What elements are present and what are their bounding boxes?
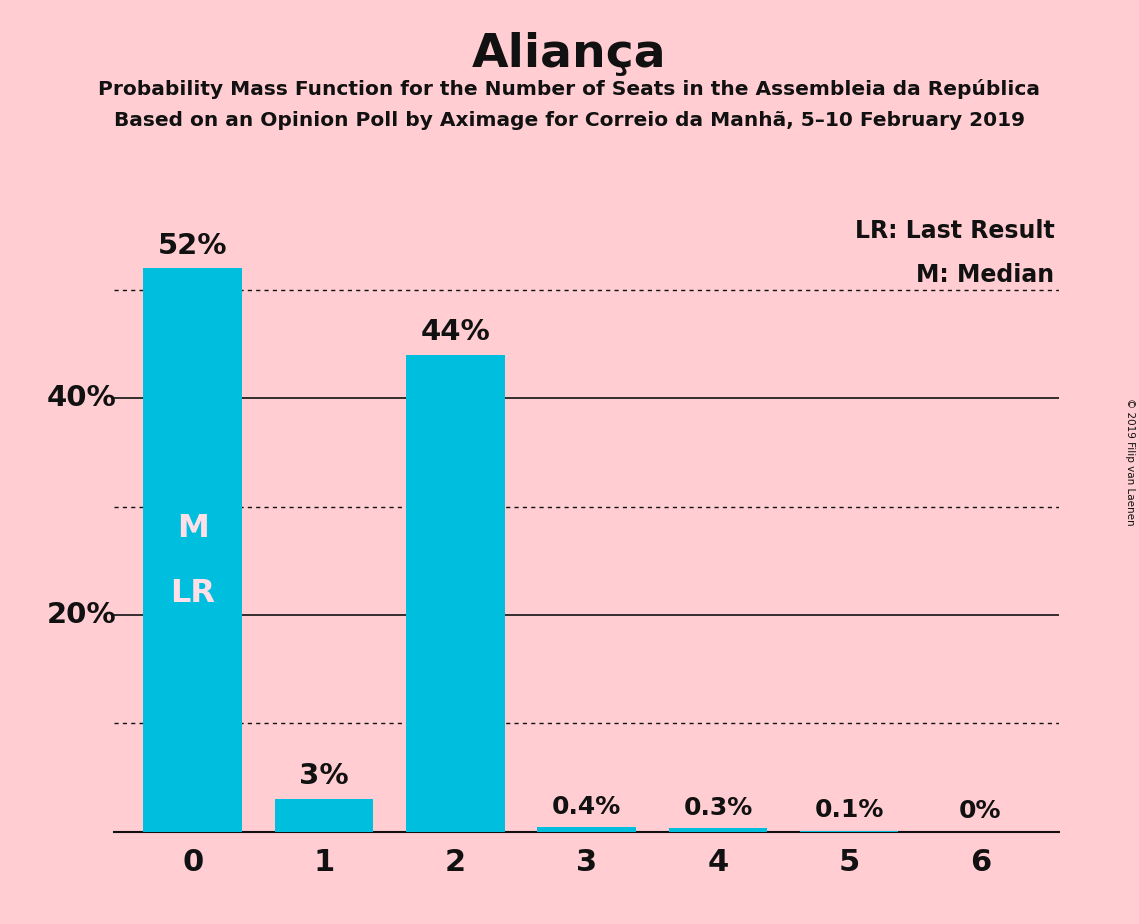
Bar xyxy=(800,831,899,832)
Text: 40%: 40% xyxy=(47,384,116,412)
Text: 0.4%: 0.4% xyxy=(552,795,621,819)
Text: 0.3%: 0.3% xyxy=(683,796,753,820)
Text: Probability Mass Function for the Number of Seats in the Assembleia da República: Probability Mass Function for the Number… xyxy=(98,79,1041,99)
Text: M: Median: M: Median xyxy=(917,263,1055,287)
Text: LR: Last Result: LR: Last Result xyxy=(854,219,1055,243)
Text: 3%: 3% xyxy=(300,762,349,790)
Bar xyxy=(144,268,241,832)
Text: Based on an Opinion Poll by Aximage for Correio da Manhã, 5–10 February 2019: Based on an Opinion Poll by Aximage for … xyxy=(114,111,1025,130)
Bar xyxy=(405,355,505,832)
Text: © 2019 Filip van Laenen: © 2019 Filip van Laenen xyxy=(1125,398,1134,526)
Bar xyxy=(538,827,636,832)
Bar xyxy=(274,799,374,832)
Text: M: M xyxy=(177,513,208,543)
Text: 44%: 44% xyxy=(420,318,490,346)
Text: 0%: 0% xyxy=(959,799,1001,823)
Bar xyxy=(669,828,768,832)
Text: LR: LR xyxy=(170,578,215,609)
Text: 0.1%: 0.1% xyxy=(814,797,884,821)
Text: Aliança: Aliança xyxy=(473,32,666,78)
Text: 20%: 20% xyxy=(47,601,116,629)
Text: 52%: 52% xyxy=(158,232,228,260)
